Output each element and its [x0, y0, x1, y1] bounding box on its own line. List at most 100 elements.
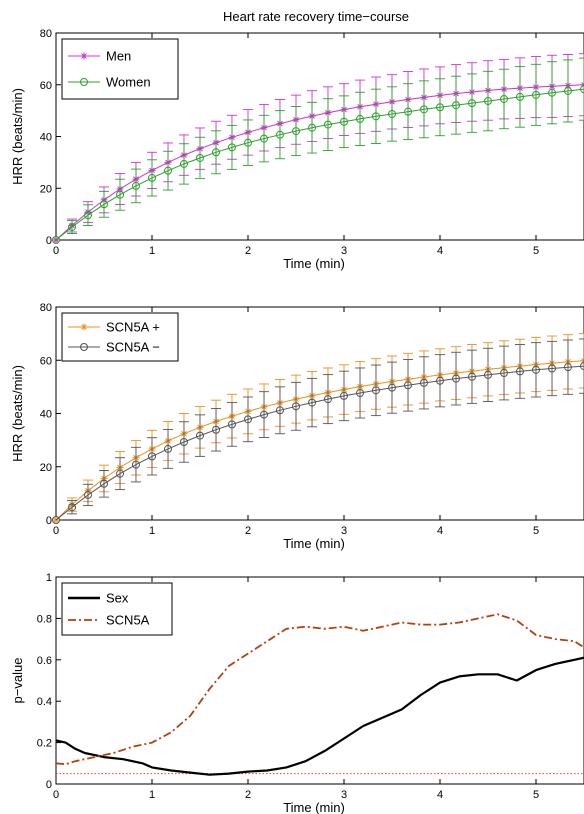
legend-item: Sex	[68, 591, 129, 606]
legend-label: SCN5A +	[106, 320, 160, 335]
data-point	[212, 425, 221, 434]
series-line-scn5a	[55, 360, 584, 521]
data-point	[388, 109, 396, 118]
legend-label: Men	[106, 49, 131, 64]
data-point	[371, 386, 380, 395]
data-point	[548, 364, 557, 373]
x-tick-label: 2	[245, 525, 251, 537]
x-tick-label: 5	[533, 789, 539, 801]
data-point	[52, 236, 60, 244]
data-point	[148, 173, 156, 182]
data-point	[452, 374, 461, 383]
legend-item: SCN5A −	[68, 340, 160, 355]
data-point	[275, 130, 284, 139]
legend-label: SCN5A −	[106, 340, 160, 355]
y-axis-label: p−value	[10, 658, 25, 704]
y-tick-label: 1	[46, 572, 52, 584]
data-point	[116, 190, 125, 199]
legend-box	[61, 582, 173, 636]
data-point	[484, 97, 492, 106]
legend-label: Sex	[106, 591, 129, 606]
x-tick-label: 2	[245, 789, 251, 801]
data-point	[419, 378, 428, 387]
data-point	[580, 85, 584, 94]
legend: SCN5A + SCN5A −	[61, 312, 179, 362]
data-point	[484, 370, 492, 379]
data-point	[244, 138, 252, 147]
data-point	[227, 143, 236, 152]
y-tick-label: 40	[40, 132, 52, 144]
data-point	[436, 103, 444, 112]
data-point	[500, 94, 509, 103]
panel-pvalue: 0 1 2 3 4 5 0 0.2 0.4 0.6 0.8 1 Time (min) p−value Sex…	[10, 572, 584, 814]
x-tick-label: 5	[533, 525, 539, 537]
data-point	[164, 166, 173, 175]
data-point	[563, 86, 572, 95]
legend-item: SCN5A	[68, 613, 150, 628]
y-axis-label: HRR (beats/min)	[10, 88, 25, 185]
data-point	[179, 159, 188, 168]
data-point	[308, 123, 317, 132]
data-point	[292, 402, 300, 411]
x-axis-label: Time (min)	[283, 256, 345, 271]
y-tick-label: 0.2	[37, 738, 52, 750]
x-tick-label: 2	[245, 245, 251, 257]
marker-stroke	[581, 357, 584, 362]
x-tick-label: 1	[149, 525, 155, 537]
data-point	[308, 398, 317, 407]
y-tick-label: 60	[40, 355, 52, 367]
x-tick-label: 0	[53, 245, 59, 257]
series-line-sex	[55, 656, 584, 776]
legend: Sex SCN5A	[61, 582, 173, 636]
series-line-women	[55, 88, 584, 241]
panel-scn5a-hrr: 0 1 2 3 4 5 0 20 40 60 80 Time (min) HRR (beats/min)…	[10, 302, 584, 551]
y-axis-label: HRR (beats/min)	[10, 365, 25, 462]
x-tick-label: 1	[149, 245, 155, 257]
y-tick-label: 0	[46, 515, 52, 527]
data-point	[227, 420, 236, 429]
data-point	[340, 117, 348, 126]
data-point	[371, 112, 380, 121]
data-point	[196, 431, 204, 440]
legend: Men Women	[61, 38, 179, 100]
data-point	[563, 363, 572, 372]
data-point	[580, 357, 584, 365]
x-tick-label: 3	[341, 789, 347, 801]
data-point	[532, 365, 540, 374]
y-tick-label: 0.8	[37, 613, 52, 625]
series-line-scn5a	[55, 365, 584, 521]
x-tick-label: 4	[437, 525, 443, 537]
data-point	[356, 388, 365, 397]
y-tick-label: 80	[40, 28, 52, 40]
data-point	[467, 99, 476, 108]
data-point	[500, 369, 509, 378]
legend-marker	[80, 78, 88, 86]
data-point	[436, 376, 444, 385]
panel-sex-hrr: 0 1 2 3 4 5 0 20 40 60 80 Time (min) HRR (beats/min)…	[10, 9, 584, 271]
data-point	[100, 479, 108, 488]
data-point	[404, 381, 413, 390]
x-tick-label: 1	[149, 789, 155, 801]
data-point	[388, 383, 396, 392]
x-tick-label: 3	[341, 245, 347, 257]
data-point	[532, 90, 540, 99]
y-tick-label: 0	[46, 235, 52, 247]
data-point	[404, 107, 413, 116]
data-point	[68, 223, 77, 232]
data-point	[131, 181, 140, 190]
data-point	[164, 444, 173, 453]
chart-title: Heart rate recovery time−course	[223, 9, 409, 24]
x-tick-label: 0	[53, 525, 59, 537]
data-point	[100, 200, 108, 209]
legend-item: Women	[68, 75, 151, 90]
y-tick-label: 20	[40, 183, 52, 195]
data-point	[580, 362, 584, 371]
data-point	[52, 516, 60, 524]
x-tick-label: 5	[533, 245, 539, 257]
markers-women	[52, 85, 584, 244]
data-point	[515, 367, 524, 376]
data-point	[131, 460, 140, 469]
y-tick-label: 40	[40, 409, 52, 421]
x-tick-label: 3	[341, 525, 347, 537]
